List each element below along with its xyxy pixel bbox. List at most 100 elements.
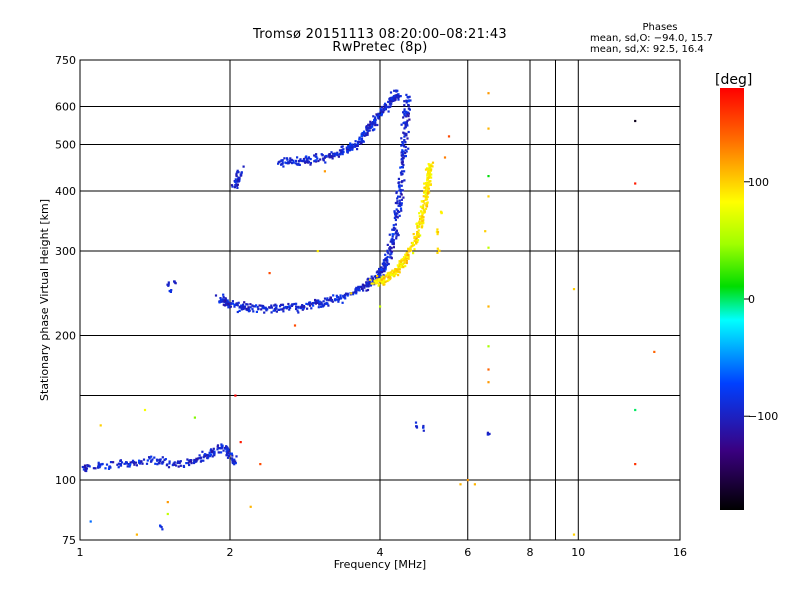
- echo-point: [420, 200, 423, 203]
- echo-point: [340, 150, 343, 154]
- echo-point: [281, 159, 284, 162]
- echo-point: [347, 145, 350, 148]
- echo-point: [231, 300, 234, 303]
- echo-point: [407, 115, 410, 118]
- echo-point: [383, 104, 386, 107]
- echo-point: [166, 283, 169, 286]
- echo-point: [392, 224, 395, 227]
- echo-point: [161, 456, 164, 459]
- echo-point: [117, 462, 120, 465]
- echo-point: [436, 233, 439, 236]
- echo-point: [233, 458, 236, 461]
- echo-point: [407, 104, 410, 107]
- echo-point: [216, 444, 220, 447]
- echo-point: [370, 275, 373, 278]
- echo-point: [326, 297, 329, 300]
- x-tick-label: 4: [377, 546, 384, 559]
- echo-point: [368, 127, 371, 130]
- echo-point: [357, 285, 360, 288]
- echo-point: [295, 306, 298, 309]
- echo-point: [400, 209, 403, 212]
- echo-point: [365, 289, 368, 292]
- echo-point: [247, 308, 251, 311]
- echo-point: [400, 193, 403, 196]
- echo-point: [242, 165, 245, 168]
- echo-point: [235, 455, 238, 458]
- echo-point: [314, 159, 317, 162]
- echo-point: [283, 157, 286, 160]
- echo-point: [430, 176, 433, 179]
- echo-point: [428, 164, 431, 167]
- echo-point: [399, 207, 403, 210]
- echo-point: [300, 159, 303, 163]
- echo-point: [386, 255, 389, 259]
- echo-point: [167, 283, 170, 286]
- echo-point: [380, 105, 383, 109]
- echo-point: [402, 116, 405, 119]
- echo-point: [164, 458, 167, 461]
- echo-point: [310, 307, 313, 310]
- echo-point: [405, 115, 408, 118]
- echo-point: [288, 305, 291, 308]
- echo-point: [367, 284, 370, 287]
- echo-point: [407, 100, 410, 103]
- echo-point: [399, 263, 402, 266]
- echo-point: [413, 236, 416, 240]
- echo-point: [341, 153, 344, 156]
- echo-point: [355, 143, 358, 146]
- echo-point: [394, 231, 398, 234]
- echo-point: [179, 460, 182, 463]
- echo-point: [346, 292, 349, 295]
- echo-point: [179, 464, 182, 467]
- echo-point: [266, 308, 269, 311]
- echo-point: [366, 133, 369, 136]
- echo-point: [346, 294, 349, 297]
- echo-point: [357, 142, 360, 145]
- echo-point: [427, 163, 430, 166]
- echo-point: [349, 144, 352, 147]
- echo-point: [368, 123, 371, 126]
- echo-point: [390, 97, 393, 100]
- echo-point: [487, 433, 490, 436]
- echo-point: [312, 304, 315, 307]
- echo-point: [400, 165, 403, 169]
- echo-point: [382, 283, 385, 286]
- echo-point: [362, 140, 365, 143]
- echo-point: [376, 123, 379, 127]
- echo-point: [405, 121, 408, 124]
- echo-point: [141, 462, 144, 465]
- echo-point: [383, 109, 386, 112]
- echo-point: [302, 160, 305, 163]
- echo-point: [371, 129, 374, 132]
- echo-point: [279, 308, 282, 311]
- echo-point: [393, 95, 396, 98]
- echo-point: [127, 463, 130, 466]
- echo-point: [337, 155, 340, 158]
- echo-point: [407, 96, 410, 99]
- echo-point: [319, 158, 322, 161]
- echo-point: [278, 160, 281, 163]
- echo-point: [125, 462, 128, 465]
- echo-point: [392, 274, 395, 277]
- echo-point: [377, 276, 380, 279]
- echo-point: [403, 262, 406, 265]
- echo-point: [459, 483, 462, 486]
- echo-point: [401, 160, 404, 163]
- echo-point: [366, 288, 370, 292]
- echo-point: [634, 182, 637, 185]
- echo-point: [177, 465, 180, 468]
- echo-point: [436, 228, 439, 231]
- echo-point: [363, 286, 366, 289]
- echo-point: [405, 123, 409, 126]
- echo-point: [427, 184, 430, 187]
- echo-point: [128, 465, 131, 468]
- echo-point: [427, 176, 430, 180]
- echo-point: [100, 463, 104, 466]
- echo-point: [393, 210, 396, 213]
- echo-point: [401, 170, 404, 173]
- echo-point: [421, 212, 424, 215]
- echo-point: [398, 199, 401, 202]
- echo-point: [389, 91, 393, 94]
- echo-point: [296, 309, 299, 312]
- echo-point: [376, 280, 379, 283]
